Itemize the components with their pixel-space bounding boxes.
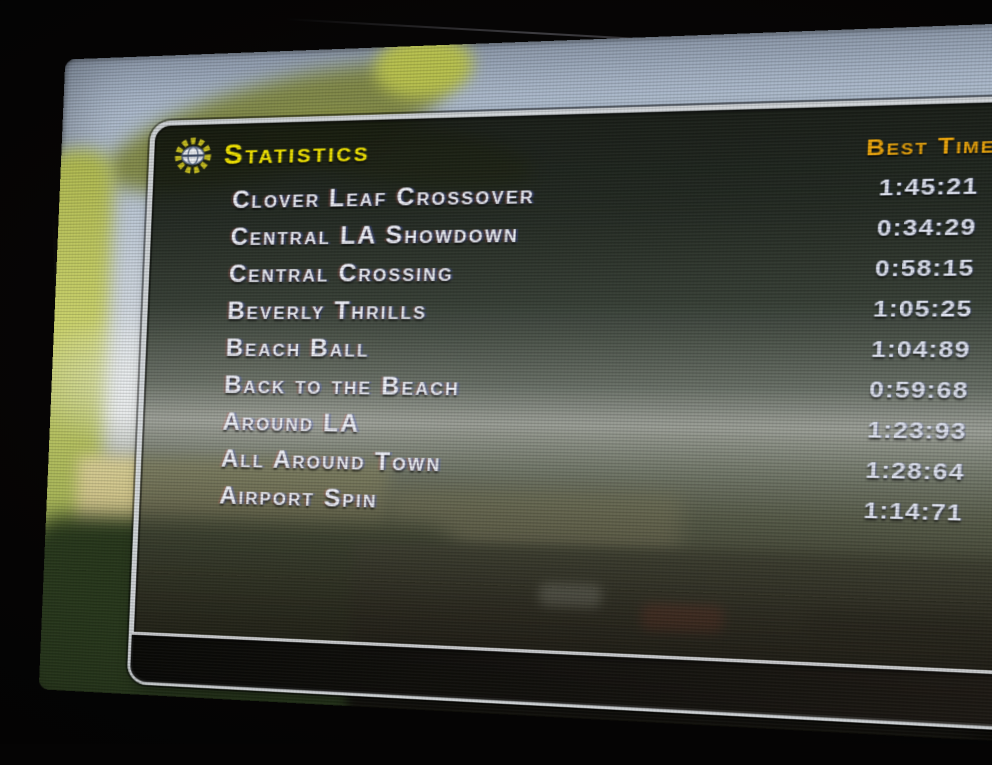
race-best-time: 1:05:25 xyxy=(872,296,974,323)
race-name: Airport Spin xyxy=(218,481,379,513)
race-best-time: 1:45:21 xyxy=(878,173,980,202)
race-name: Clover Leaf Crossover xyxy=(231,180,536,213)
race-best-time: 0:34:29 xyxy=(876,214,978,242)
race-name: Back to the Beach xyxy=(223,370,461,400)
race-row[interactable]: Beverly Thrills 1:05:25 187.1 xyxy=(147,288,992,330)
race-stats-list: Clover Leaf Crossover 1:45:21 136.1 Cent… xyxy=(139,160,992,542)
race-best-time: 1:04:89 xyxy=(870,336,972,364)
race-name: Beach Ball xyxy=(225,333,371,362)
palm-trunk xyxy=(38,148,116,552)
column-header-best-time: Best Time xyxy=(865,131,992,161)
panel-header: Statistics Best Time Avg MPH xyxy=(153,94,992,177)
panel-title: Statistics xyxy=(223,135,371,170)
statistics-panel: Statistics Best Time Avg MPH Clover Leaf… xyxy=(126,88,992,744)
race-best-time: 1:28:64 xyxy=(864,457,966,486)
race-name: Central LA Showdown xyxy=(230,218,520,250)
race-name: Central Crossing xyxy=(228,257,455,287)
palm-fronds xyxy=(373,33,475,101)
panel-footer: Back xyxy=(129,631,992,740)
race-name: Beverly Thrills xyxy=(226,296,428,324)
race-best-time: 1:14:71 xyxy=(863,497,964,527)
race-best-time: 0:58:15 xyxy=(874,255,976,282)
game-screen: Statistics Best Time Avg MPH Clover Leaf… xyxy=(38,5,992,765)
race-best-time: 0:59:68 xyxy=(868,377,970,404)
race-best-time: 1:23:93 xyxy=(866,417,968,445)
globe-icon xyxy=(174,137,213,175)
race-name: Around LA xyxy=(222,407,361,437)
